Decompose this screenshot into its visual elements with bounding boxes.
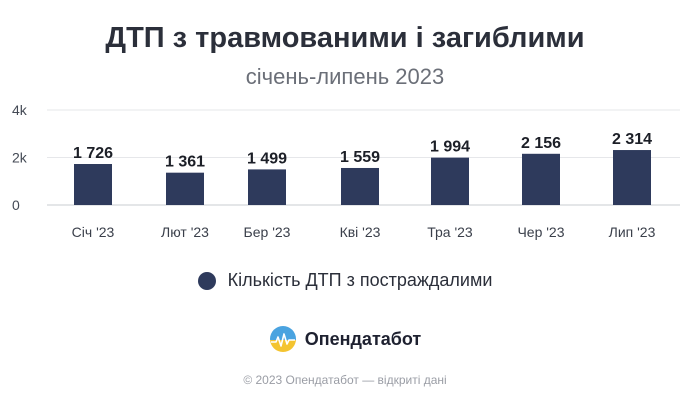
bar bbox=[341, 167, 379, 205]
bar-value-label: 1 559 bbox=[340, 149, 380, 166]
y-tick-label: 0 bbox=[12, 197, 20, 213]
bar-value-label: 2 156 bbox=[521, 135, 561, 152]
y-tick-label: 4k bbox=[12, 102, 28, 118]
bar-value-label: 1 361 bbox=[165, 154, 205, 171]
x-tick-label: Чер '23 bbox=[517, 224, 564, 240]
brand-name: Опендатабот bbox=[304, 328, 422, 349]
x-tick-label: Кві '23 bbox=[340, 224, 381, 240]
footer-text: © 2023 Опендатабот — відкриті дані bbox=[243, 373, 447, 387]
bar bbox=[166, 172, 204, 205]
x-tick-label: Лют '23 bbox=[161, 224, 209, 240]
x-tick-label: Лип '23 bbox=[609, 224, 656, 240]
bar-value-label: 1 499 bbox=[247, 150, 287, 167]
bar-value-label: 1 726 bbox=[73, 145, 113, 162]
bar bbox=[613, 150, 651, 205]
bar-value-label: 2 314 bbox=[612, 131, 652, 148]
bar-value-label: 1 994 bbox=[430, 139, 470, 156]
bar-chart: 0 2k 4k 1 726 Січ '23 1 361 Лют '23 1 499 Бер '2… bbox=[12, 102, 680, 240]
bar bbox=[74, 164, 112, 205]
y-tick-label: 2k bbox=[12, 150, 28, 166]
legend-label: Кількість ДТП з постраждалими bbox=[227, 270, 493, 290]
chart-legend: Кількість ДТП з постраждалими bbox=[0, 270, 690, 291]
bar bbox=[248, 169, 286, 205]
legend-swatch bbox=[197, 271, 216, 290]
opendatabot-logo-icon bbox=[269, 326, 296, 352]
bar bbox=[431, 157, 469, 205]
chart-title: ДТП з травмованими і загиблими bbox=[105, 22, 585, 54]
x-tick-label: Тра '23 bbox=[427, 224, 473, 240]
x-tick-label: Бер '23 bbox=[244, 224, 291, 240]
bar bbox=[522, 153, 560, 205]
brand: Опендатабот bbox=[0, 325, 690, 353]
x-tick-label: Січ '23 bbox=[72, 224, 115, 240]
chart-subtitle: січень-липень 2023 bbox=[245, 64, 445, 89]
